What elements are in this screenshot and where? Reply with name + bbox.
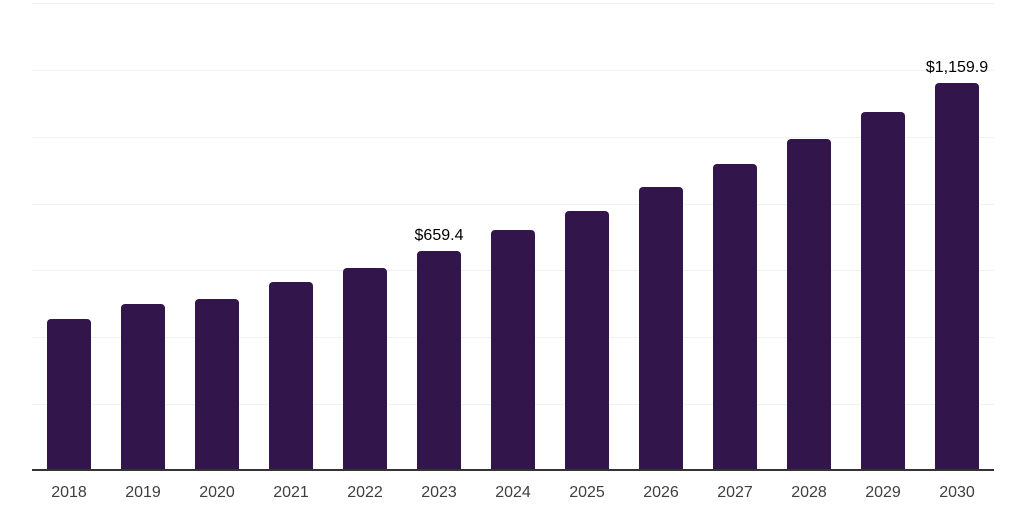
bar-slot-2022 [328,3,402,471]
plot-area: $659.4 $1,159.9 [32,3,994,471]
bar-2022 [343,268,387,471]
bar-slot-2030: $1,159.9 [920,3,994,471]
bar-2021 [269,282,313,471]
bar-slot-2027 [698,3,772,471]
bar-slot-2026 [624,3,698,471]
x-tick-2028: 2028 [791,484,827,501]
x-tick-2026: 2026 [643,484,679,501]
bar-2019 [121,304,165,471]
x-axis-line [32,469,994,471]
x-tick-2023: 2023 [421,484,457,501]
bar-slot-2021 [254,3,328,471]
x-tick-2018: 2018 [51,484,87,501]
x-tick-2022: 2022 [347,484,383,501]
bar-slot-2029 [846,3,920,471]
gridline [32,3,994,4]
bar-2030 [935,83,979,471]
x-tick-2024: 2024 [495,484,531,501]
bar-slot-2025 [550,3,624,471]
bar-2023 [417,250,461,471]
bar-2018 [47,318,91,471]
x-tick-2021: 2021 [273,484,309,501]
bar-2029 [861,111,905,471]
bar-value-label-2030: $1,159.9 [925,59,989,77]
bar-slot-2020 [180,3,254,471]
bar-2026 [639,187,683,471]
gridline [32,69,994,71]
x-tick-2019: 2019 [125,484,161,501]
bar-2024 [491,230,535,471]
x-tick-2020: 2020 [199,484,235,501]
x-tick-2030: 2030 [939,484,975,501]
x-tick-2027: 2027 [717,484,753,501]
bar-2027 [713,164,757,471]
x-tick-2029: 2029 [865,484,901,501]
x-axis-labels: 2018 2019 2020 2021 2022 2023 2024 2025 2026 2027… [32,484,994,502]
bar-2028 [787,139,831,471]
bar-slot-2023: $659.4 [402,3,476,471]
bar-slot-2018 [32,3,106,471]
bar-slot-2024 [476,3,550,471]
bar-2025 [565,210,609,471]
bar-value-label-2023: $659.4 [414,226,464,244]
gridline [32,136,994,138]
bar-slot-2028 [772,3,846,471]
bars-row: $659.4 $1,159.9 [32,3,994,471]
x-tick-2025: 2025 [569,484,605,501]
bar-2020 [195,299,239,471]
gridline [32,203,994,205]
bar-slot-2019 [106,3,180,471]
